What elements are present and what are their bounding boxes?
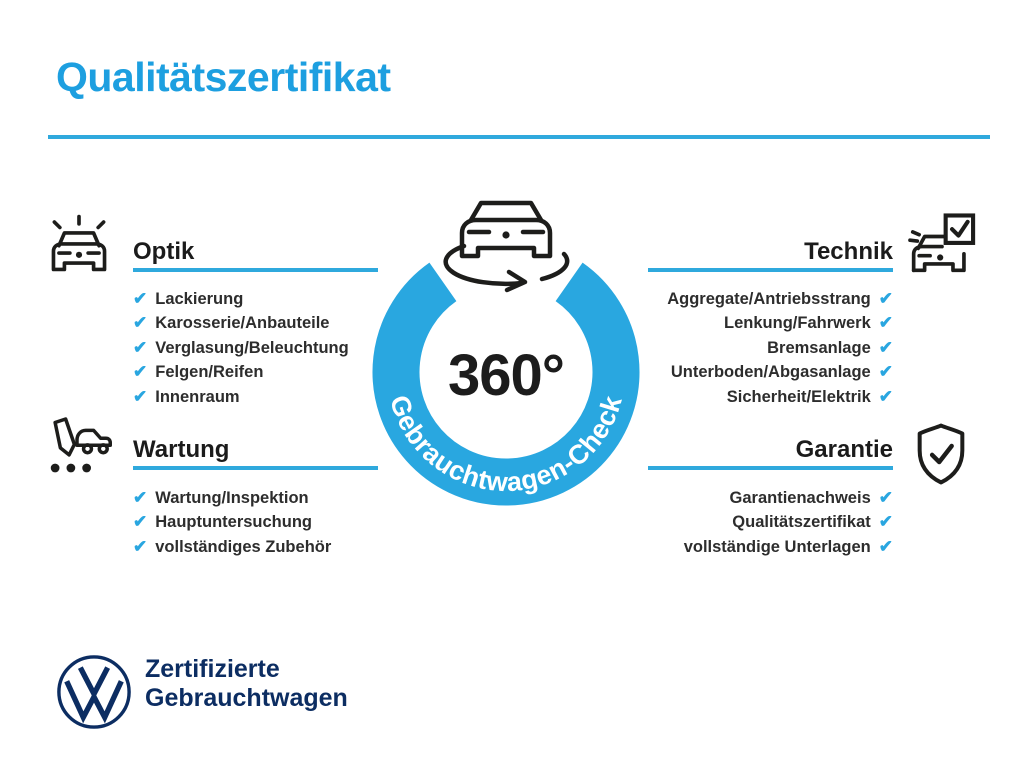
check-icon: ✔: [878, 362, 893, 382]
check-icon: ✔: [878, 487, 893, 507]
list-item-label: Wartung/Inspektion: [155, 488, 309, 507]
check-icon: ✔: [133, 386, 148, 406]
footer-claim: Zertifizierte Gebrauchtwagen: [145, 655, 348, 713]
list-item-label: Unterboden/Abgasanlage: [670, 363, 871, 382]
optik-underline: [133, 268, 378, 272]
list-item: Lenkung/Fahrwerk ✔: [528, 312, 893, 337]
footer-claim-line2: Gebrauchtwagen: [145, 684, 348, 712]
list-item: ✔ Verglasung/Beleuchtung: [133, 336, 349, 361]
list-item-label: Innenraum: [155, 387, 240, 406]
list-item-label: Bremsanlage: [767, 338, 871, 357]
section-title-optik: Optik: [133, 238, 195, 265]
check-icon: ✔: [133, 536, 148, 556]
section-title-technik: Technik: [804, 238, 893, 265]
check-icon: ✔: [878, 536, 893, 556]
section-title-wartung: Wartung: [133, 436, 230, 463]
list-item-label: Karosserie/Anbauteile: [155, 314, 330, 333]
garantie-list: Garantienachweis ✔ Qualitätszertifikat ✔ v…: [528, 486, 893, 560]
check-icon: ✔: [878, 288, 893, 308]
list-item-label: Qualitätszertifikat: [732, 513, 871, 532]
list-item-label: vollständiges Zubehör: [155, 537, 332, 556]
page-title: Qualitätszertifikat: [56, 54, 391, 100]
technik-underline: [648, 268, 893, 272]
list-item-label: Hauptuntersuchung: [155, 513, 312, 532]
360-check-badge: 360° Gebrauchtwagen-Check: [372, 200, 640, 506]
section-title-garantie: Garantie: [795, 436, 893, 463]
list-item: ✔ Innenraum: [133, 385, 349, 410]
list-item: ✔ Wartung/Inspektion: [133, 486, 331, 511]
check-icon: ✔: [878, 512, 893, 532]
check-icon: ✔: [133, 362, 148, 382]
car-shine-icon: [42, 212, 116, 274]
list-item: vollständige Unterlagen ✔: [528, 535, 893, 560]
list-item-label: Aggregate/Antriebsstrang: [667, 289, 871, 308]
shield-check-icon: [912, 422, 970, 486]
list-item: ✔ vollständiges Zubehör: [133, 535, 331, 560]
list-item-label: Verglasung/Beleuchtung: [155, 338, 349, 357]
title-divider: [48, 135, 990, 139]
list-item-label: Lenkung/Fahrwerk: [724, 314, 871, 333]
list-item-label: vollständige Unterlagen: [683, 537, 871, 556]
wartung-list: ✔ Wartung/Inspektion ✔ Hauptuntersuchung ✔…: [133, 486, 331, 560]
check-icon: ✔: [133, 288, 148, 308]
list-item: Bremsanlage ✔: [528, 336, 893, 361]
optik-list: ✔ Lackierung ✔ Karosserie/Anbauteile ✔ Verg…: [133, 287, 349, 410]
technik-list: Aggregate/Antriebsstrang ✔ Lenkung/Fahrwe…: [528, 287, 893, 410]
garantie-underline: [648, 466, 893, 470]
footer-claim-line1: Zertifizierte: [145, 655, 280, 683]
checklist-car-icon: [42, 414, 112, 480]
list-item: ✔ Lackierung: [133, 287, 349, 312]
list-item-label: Sicherheit/Elektrik: [726, 387, 871, 406]
list-item: ✔ Hauptuntersuchung: [133, 511, 331, 536]
check-icon: ✔: [133, 487, 148, 507]
vw-logo: [55, 653, 133, 736]
list-item: ✔ Karosserie/Anbauteile: [133, 312, 349, 337]
list-item-label: Garantienachweis: [729, 488, 871, 507]
badge-ring: [372, 262, 640, 506]
check-icon: ✔: [133, 512, 148, 532]
list-item: Aggregate/Antriebsstrang ✔: [528, 287, 893, 312]
check-icon: ✔: [133, 313, 148, 333]
list-item-label: Lackierung: [155, 289, 244, 308]
list-item: ✔ Felgen/Reifen: [133, 361, 349, 386]
list-item-label: Felgen/Reifen: [155, 363, 264, 382]
list-item: Unterboden/Abgasanlage ✔: [528, 361, 893, 386]
list-item: Qualitätszertifikat ✔: [528, 511, 893, 536]
check-icon: ✔: [878, 337, 893, 357]
list-item: Sicherheit/Elektrik ✔: [528, 385, 893, 410]
car-checkbox-icon: [905, 210, 979, 274]
check-icon: ✔: [878, 386, 893, 406]
list-item: Garantienachweis ✔: [528, 486, 893, 511]
car-rotation-icon: [443, 200, 570, 293]
check-icon: ✔: [133, 337, 148, 357]
check-icon: ✔: [878, 313, 893, 333]
degree-label: 360°: [448, 343, 564, 408]
wartung-underline: [133, 466, 378, 470]
